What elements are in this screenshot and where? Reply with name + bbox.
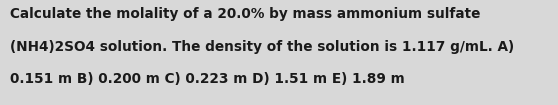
- Text: Calculate the molality of a 20.0% by mass ammonium sulfate: Calculate the molality of a 20.0% by mas…: [10, 7, 480, 21]
- Text: (NH4)2SO4 solution. The density of the solution is 1.117 g/mL. A): (NH4)2SO4 solution. The density of the s…: [10, 40, 514, 54]
- Text: 0.151 m B) 0.200 m C) 0.223 m D) 1.51 m E) 1.89 m: 0.151 m B) 0.200 m C) 0.223 m D) 1.51 m …: [10, 72, 405, 86]
